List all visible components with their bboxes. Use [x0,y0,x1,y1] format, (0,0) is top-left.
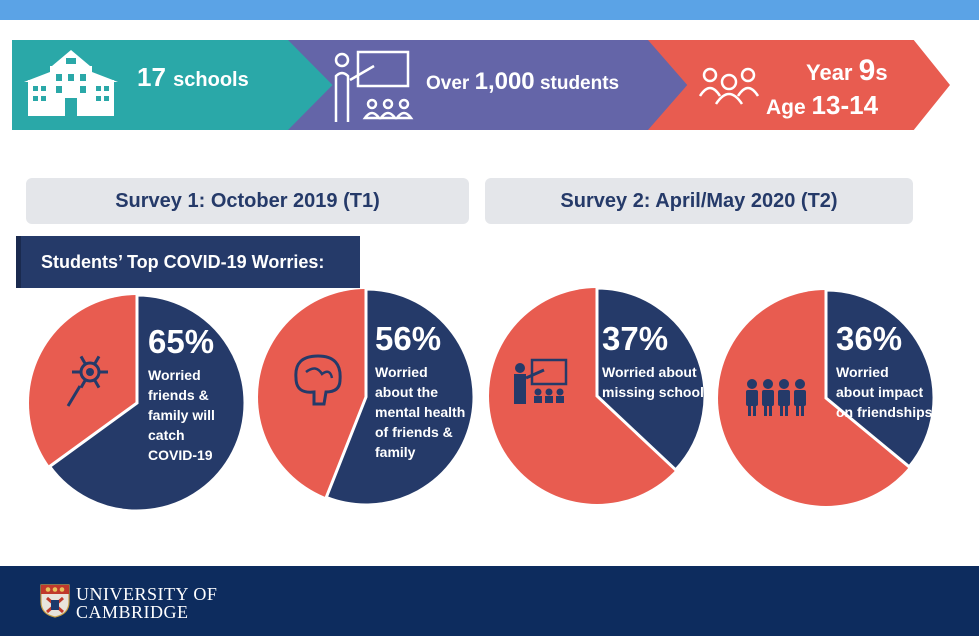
pie-description-line: about the [375,384,438,400]
pie-worry-slice-2 [324,287,476,507]
pie-description-line: Worried [148,367,201,383]
school-building-icon [24,50,118,116]
pie-description-line: missing school [602,384,704,400]
survey-2-header: Survey 2: April/May 2020 (T2) [485,178,913,224]
pie-worry-slice-3 [595,286,707,473]
schools-arrow: 17 schools [12,40,334,130]
pie-label-2: 56% Worried about the mental health of frien… [375,320,465,462]
pie-icon-2 [294,354,342,406]
pie-description-line: friends & [148,387,209,403]
pie-icon-4 [746,379,806,416]
pie-description-line: mental health [375,404,466,420]
pie-description-line: Worried [836,364,889,380]
pie-worry-slice-1 [47,293,247,513]
students-count: Over 1,000 students [426,68,620,95]
university-name: UNIVERSITY OF CAMBRIDGE [76,584,218,622]
pie-percent-4: 36% [836,320,903,357]
pie-percent-1: 65% [148,323,215,360]
schools-count: 17 schools [137,62,249,92]
pie-description-line: about impact [836,384,924,400]
pie-description-line: catch [148,427,185,443]
pie-description-4: Worried about impact on friendships [836,362,932,422]
pie-label-3: 37% Worried about missing school [602,320,704,402]
worries-title: Students’ Top COVID-19 Worries: [16,236,360,288]
age-label: Age 13-14 [766,90,879,120]
pie-description-line: family will [148,407,215,423]
pie-description-line: family [375,444,416,460]
pie-worry-slice-4 [824,288,936,469]
students-arrow: Over 1,000 students [288,40,693,130]
pie-percent-2: 56% [375,320,442,357]
pie-icon-3 [514,358,568,404]
cambridge-crest-icon [40,584,70,618]
brain-icon [294,354,342,406]
pie-description-line: COVID-19 [148,447,213,463]
survey-1-header: Survey 1: October 2019 (T1) [26,178,469,224]
pie-label-1: 65% Worried friends & family will catch COVID… [148,323,215,465]
pie-description-line: Worried [375,364,428,380]
year-label: Year 9s [806,54,888,87]
group-icon [746,379,806,416]
footer: UNIVERSITY OF CAMBRIDGE [0,566,979,636]
students-group-icon [698,67,760,105]
pie-percent-3: 37% [602,320,669,357]
pie-label-4: 36% Worried about impact on friendships [836,320,932,422]
pie-description-3: Worried about missing school [602,362,704,402]
top-strip [0,0,979,20]
pie-description-line: of friends & [375,424,453,440]
virus-icon [66,355,108,407]
pie-description-line: Worried about [602,364,697,380]
year-age-arrow: Year 9s Age 13-14 [648,40,950,130]
pie-description-line: on friendships [836,404,933,420]
teacher-classroom-icon [334,50,414,122]
pie-icon-1 [66,355,108,407]
pie-description-1: Worried friends & family will catch COVID-19 [148,365,215,465]
teacher-icon [514,358,568,404]
pie-description-2: Worried about the mental health of friends … [375,362,465,462]
